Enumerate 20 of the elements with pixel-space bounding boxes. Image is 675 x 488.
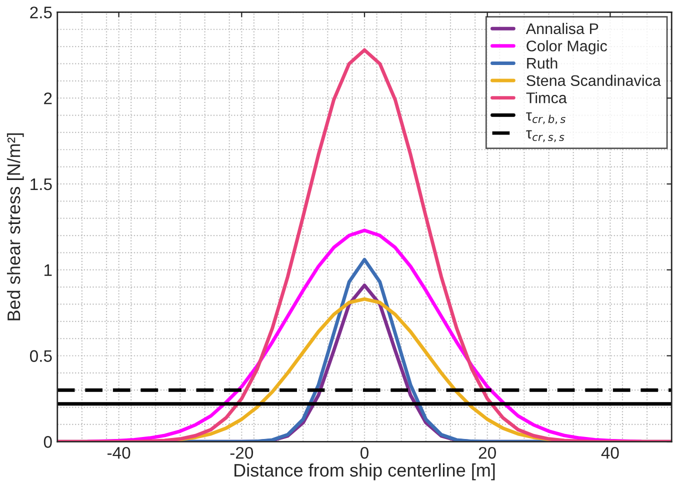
legend-label: τ$_{cr,b,s}$ xyxy=(526,112,566,124)
y-tick-label: 2.5 xyxy=(30,6,52,18)
legend-label: Color Magic xyxy=(526,40,607,54)
x-tick-label: 0 xyxy=(360,446,368,459)
y-tick-label: 0.5 xyxy=(30,350,52,362)
y-tick-label: 1.5 xyxy=(30,178,52,190)
x-axis-title: Distance from ship centerline [m] xyxy=(234,463,495,480)
y-axis-title: Bed shear stress [N/m²] xyxy=(6,133,24,320)
x-tick-label: 20 xyxy=(478,446,496,459)
y-tick-label: 2 xyxy=(44,92,52,104)
x-tick-label: 40 xyxy=(601,446,619,459)
legend-label: Ruth xyxy=(527,57,558,69)
legend-label: Stena Scandinavica xyxy=(526,74,661,86)
legend-label: Timca xyxy=(526,92,567,104)
legend-label: Annalisa P xyxy=(526,22,598,34)
y-tick-label: 1 xyxy=(44,264,52,276)
x-tick-label: -40 xyxy=(107,446,130,459)
y-tick-label: 0 xyxy=(44,436,52,448)
x-tick-label: -20 xyxy=(230,446,254,459)
legend-label: τ$_{cr,s,s}$ xyxy=(526,130,564,142)
